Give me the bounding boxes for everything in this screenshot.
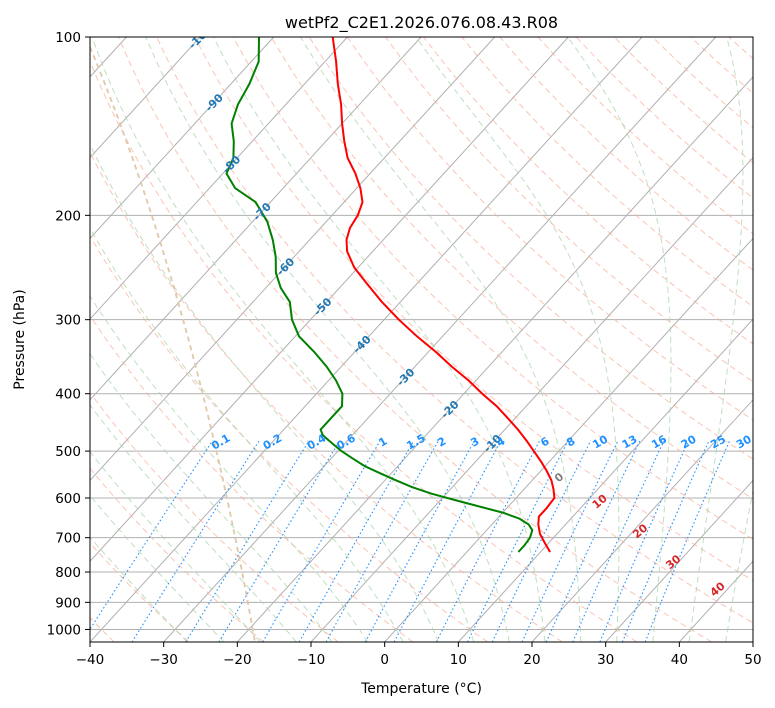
x-tick-label: 50: [744, 652, 761, 668]
x-tick-label: −30: [149, 652, 178, 668]
moist-adiabat: [91, 37, 475, 642]
moist-adiabat: [90, 404, 297, 642]
dry-adiabat: [270, 37, 753, 500]
dry-adiabat: [90, 151, 563, 642]
y-tick-label: 500: [55, 444, 81, 460]
chart-title: wetPf2_C2E1.2026.076.08.43.R08: [285, 13, 558, 33]
dry-adiabat: [90, 60, 638, 642]
moist-adiabat: [90, 143, 439, 642]
x-tick-label: 10: [450, 652, 467, 668]
mixing-ratio-line: [364, 440, 476, 642]
isotherm-gridline: [605, 479, 753, 642]
x-tick-label: 30: [597, 652, 614, 668]
moist-adiabat: [725, 488, 753, 642]
moist-adiabat: [567, 37, 672, 642]
x-tick-label: 0: [380, 652, 389, 668]
y-tick-label: 800: [55, 565, 81, 581]
y-tick-label: 600: [55, 491, 81, 507]
dry-adiabat: [346, 37, 753, 421]
dry-adiabat: [118, 37, 712, 642]
mixing-ratio-line: [185, 440, 310, 642]
dry-adiabat: [90, 542, 190, 642]
y-tick-label: 1000: [47, 622, 81, 638]
y-tick-label: 100: [55, 30, 81, 46]
mixing-ratio-line: [467, 440, 569, 642]
mixing-ratio-line: [491, 440, 592, 642]
dry-adiabat: [308, 37, 753, 460]
isotherm-gridline: [457, 318, 753, 642]
moist-adiabat: [415, 37, 620, 642]
x-axis-ticks: −40 −30 −20 −10 0 10 20 30 40 50: [76, 642, 762, 668]
y-tick-label: 700: [55, 531, 81, 547]
dewpoint-trace: [225, 37, 534, 553]
isotherm-gridline: [90, 37, 422, 401]
x-tick-label: −20: [223, 652, 252, 668]
x-tick-label: 40: [671, 652, 688, 668]
isotherm-gridline: [90, 37, 496, 482]
mixing-ratio-line: [131, 440, 260, 642]
mixing-ratio-line: [572, 440, 665, 642]
y-tick-label: 300: [55, 313, 81, 329]
mixing-ratio-line: [298, 440, 415, 642]
mixing-ratio-line: [621, 440, 710, 642]
dry-adiabat: [232, 37, 753, 540]
isotherm-gridline: [531, 399, 753, 642]
sounding-traces: [225, 37, 556, 553]
mixing-ratio-line: [599, 440, 690, 642]
moist-adiabat: [90, 353, 333, 642]
isotherm-gridline: [384, 237, 753, 642]
isotherm-gridline: [163, 37, 717, 642]
temperature-trace: [331, 37, 556, 553]
isotherm-gridline: [90, 37, 275, 240]
grid-lines: [90, 37, 753, 642]
y-axis-label: Pressure (hPa): [12, 289, 28, 389]
isotherm-gridline: [90, 37, 201, 159]
x-axis-label: Temperature (°C): [360, 681, 482, 697]
x-tick-label: −10: [297, 652, 326, 668]
moist-adiabat: [212, 37, 546, 642]
x-tick-label: 20: [523, 652, 540, 668]
dry-adiabat: [90, 467, 264, 642]
mixing-ratio-line: [262, 440, 381, 642]
mixing-ratio-line: [545, 440, 641, 642]
y-tick-label: 900: [55, 595, 81, 611]
y-tick-label: 200: [55, 208, 81, 224]
dry-adiabat: [194, 37, 753, 582]
mixing-ratio-label: 30: [734, 432, 754, 451]
isotherm-gridline: [90, 37, 569, 563]
dry-adiabat: [90, 235, 488, 642]
isotherm-gridline: [236, 76, 753, 642]
reference-curve: [90, 46, 256, 642]
thermo-background-lines: [90, 37, 753, 642]
dry-adiabat: [156, 37, 753, 624]
plot-frame: [89, 36, 754, 643]
isotherm-gridline: [90, 37, 348, 320]
moist-adiabat: [688, 37, 744, 642]
mixing-ratio-line: [218, 440, 341, 642]
isotherm-gridline: [90, 37, 643, 642]
mixing-ratio-line: [90, 440, 214, 631]
y-tick-label: 400: [55, 387, 81, 403]
y-axis-ticks: 100 200 300 400 500 600 700 800 900 1000: [47, 30, 90, 638]
moist-adiabat: [90, 295, 369, 642]
x-tick-label: −40: [76, 652, 105, 668]
moist-adiabat: [90, 227, 404, 642]
moist-adiabat: [145, 37, 510, 642]
moist-adiabat: [300, 37, 582, 642]
